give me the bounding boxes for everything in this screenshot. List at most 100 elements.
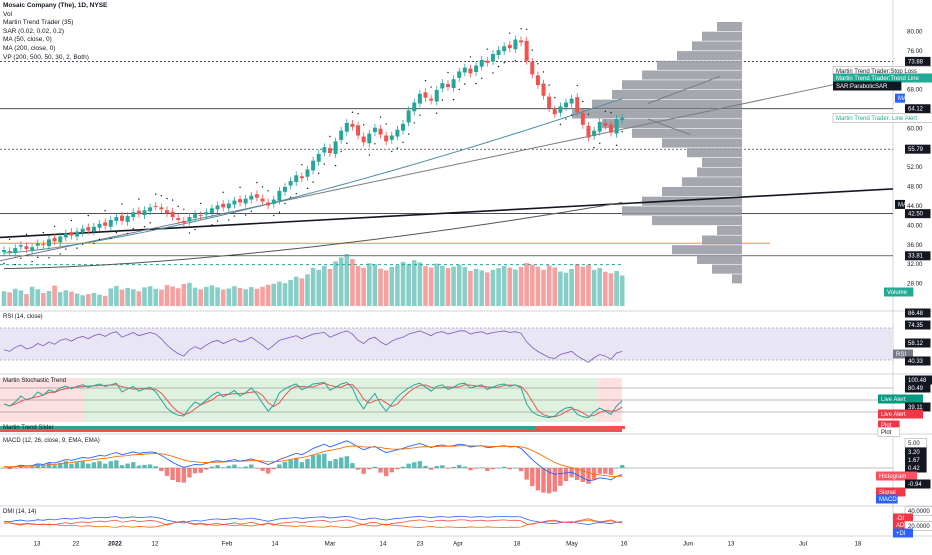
sar-dot [357,113,359,115]
legend-indicator-2[interactable]: SAR (0.02, 0.02, 0.2) [3,27,65,35]
volume-bar [440,265,445,306]
macd-histogram-bar [243,466,248,468]
macd-histogram-bar [176,468,181,483]
vp-bar [697,254,742,264]
pane-title-macd[interactable]: MACD (12, 26, close, 9, EMA, EMA) [3,438,100,444]
sar-dot [301,163,303,166]
macd-histogram-bar [24,467,29,468]
volume-bar [361,267,366,306]
candle-body [58,236,63,243]
sar-dot [413,122,415,124]
sar-dot [149,222,151,224]
macd-badge-3: 0.42 [908,466,920,472]
candle-body [305,169,310,177]
candle-body [170,211,175,218]
sar-dot [621,130,623,133]
candle-body [440,83,445,89]
volume-bar [46,291,52,306]
legend-indicator-0[interactable]: Vol [3,10,13,18]
macd-histogram-bar [620,464,625,468]
candle-body [209,208,214,214]
legend-indicator-3[interactable]: MA (50, close, 0) [3,36,52,44]
sar-dot [171,199,174,201]
stoch-badge-2-bg [878,394,923,404]
dmi-badge-4: +DI [896,531,906,537]
volume-bar [603,271,608,306]
time-axis-label-3: 12 [152,541,159,548]
volume-bar [248,287,254,306]
candle-body [389,135,394,140]
macd-histogram-bar [41,466,46,468]
sar-dot [497,65,500,68]
volume-bar [473,268,479,306]
candle-body [350,123,355,127]
volume-bar [372,264,378,306]
volume-bar [501,265,507,306]
macd-badge-4-bg [876,471,918,481]
macd-histogram-bar [507,468,512,470]
macd-histogram-bar [131,462,136,468]
price-tick-label-13: 28.00 [907,281,923,288]
macd-histogram-bar [355,468,361,470]
sar-dot [514,60,517,62]
sar-dot [374,143,376,145]
candle-body [395,129,400,137]
macd-histogram-bar [310,455,316,468]
stoch-badge-6-bg [877,427,901,437]
volume-bar [529,264,535,306]
time-axis-label-7: 14 [380,541,387,548]
legend-indicator-4[interactable]: MA (200, close, 0) [3,44,56,52]
macd-histogram-bar [445,468,451,469]
candle-body [451,79,456,88]
macd-histogram-bar [114,460,119,468]
sar-dot [155,193,157,195]
macd-histogram-bar [58,462,63,468]
volume-bar [114,285,119,306]
volume-bar [175,288,181,306]
sar-dot [604,110,607,112]
candle-body [215,205,220,210]
pane-title-slider[interactable]: Martin Trend Slider [3,425,54,431]
candle-body [131,212,136,218]
dmi-badge-0: 40.0000 [908,509,930,515]
sar-dot [464,83,466,85]
macd-badge-3-bg [905,463,927,473]
time-axis-label-6: Mar [325,541,336,548]
volume-bar [389,267,395,306]
sar-dot [537,63,539,65]
candle-body [445,84,450,88]
volume-bar [142,287,147,306]
pane-title-stoch[interactable]: Martin Stochastic Trend [3,378,67,384]
candle-body [356,125,361,136]
sar-dot [565,118,567,120]
sar-dot [138,198,140,200]
volume-bar [12,288,18,306]
macd-histogram-bar [277,464,282,468]
sar-dot [312,181,314,183]
legend-indicator-5[interactable]: VP (200, 500, 50, 30, 2, Both) [3,53,89,61]
vp-bar [662,138,742,148]
symbol-title[interactable]: Mosaic Company (The), 1D, NYSE [3,2,108,9]
volume-bar [569,268,574,306]
macd-histogram-bar [546,468,552,494]
dmi-minus-line [3,519,623,528]
volume-bar [52,285,57,306]
price-tick-label-10: 40.00 [907,222,923,229]
slider-segment [546,426,552,429]
volume-bar [86,294,91,306]
volume-bar [164,285,170,306]
time-axis-label-0: 13 [34,541,41,548]
price-badge-3: 55.79 [908,147,924,153]
trend-line-lower [647,118,691,136]
dmi-adx-line [3,518,623,526]
sma200-line [3,201,623,269]
legend-indicator-1[interactable]: Martin Trend Trader (35) [3,19,74,27]
macd-histogram-bar [400,466,406,468]
vp-bar [732,274,742,284]
candle-body [592,130,597,137]
pane-title-dmi[interactable]: DMI (14, 14) [3,509,37,515]
volume-bar [198,289,203,306]
pane-title-rsi[interactable]: RSI (14, close) [3,314,43,320]
